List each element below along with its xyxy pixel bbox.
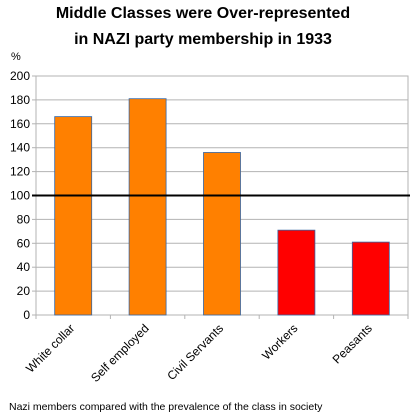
bar-white-collar	[54, 116, 93, 316]
chart-footnote: Nazi members compared with the prevalenc…	[9, 401, 323, 413]
y-tick-label: 180	[10, 93, 30, 107]
x-tick-label: Civil Servants	[164, 321, 226, 383]
y-axis-label: %	[11, 51, 21, 63]
y-tick-label: 40	[17, 260, 31, 274]
x-tick-label: Self employed	[88, 321, 152, 385]
y-tick-label: 0	[23, 308, 30, 322]
y-tick-label: 100	[10, 189, 30, 203]
bar-civil-servants	[203, 152, 241, 316]
bar-workers	[277, 229, 316, 316]
bar-peasants	[351, 241, 390, 316]
y-tick-label: 120	[10, 165, 30, 179]
y-tick-label: 80	[17, 212, 31, 226]
chart-title-line-1: Middle Classes were Over-represented	[55, 5, 351, 22]
bar-self-employed	[128, 98, 167, 316]
y-tick-label: 60	[17, 236, 31, 250]
y-tick-label: 160	[10, 117, 30, 131]
x-tick-label: Workers	[259, 321, 300, 362]
chart-title-line-2: in NAZI party membership in 1933	[74, 31, 332, 48]
y-tick-label: 140	[10, 141, 30, 155]
y-tick-label: 20	[17, 284, 31, 298]
x-tick-label: White collar	[23, 321, 77, 375]
x-tick-label: Peasants	[330, 321, 375, 366]
y-tick-label: 200	[10, 69, 30, 83]
